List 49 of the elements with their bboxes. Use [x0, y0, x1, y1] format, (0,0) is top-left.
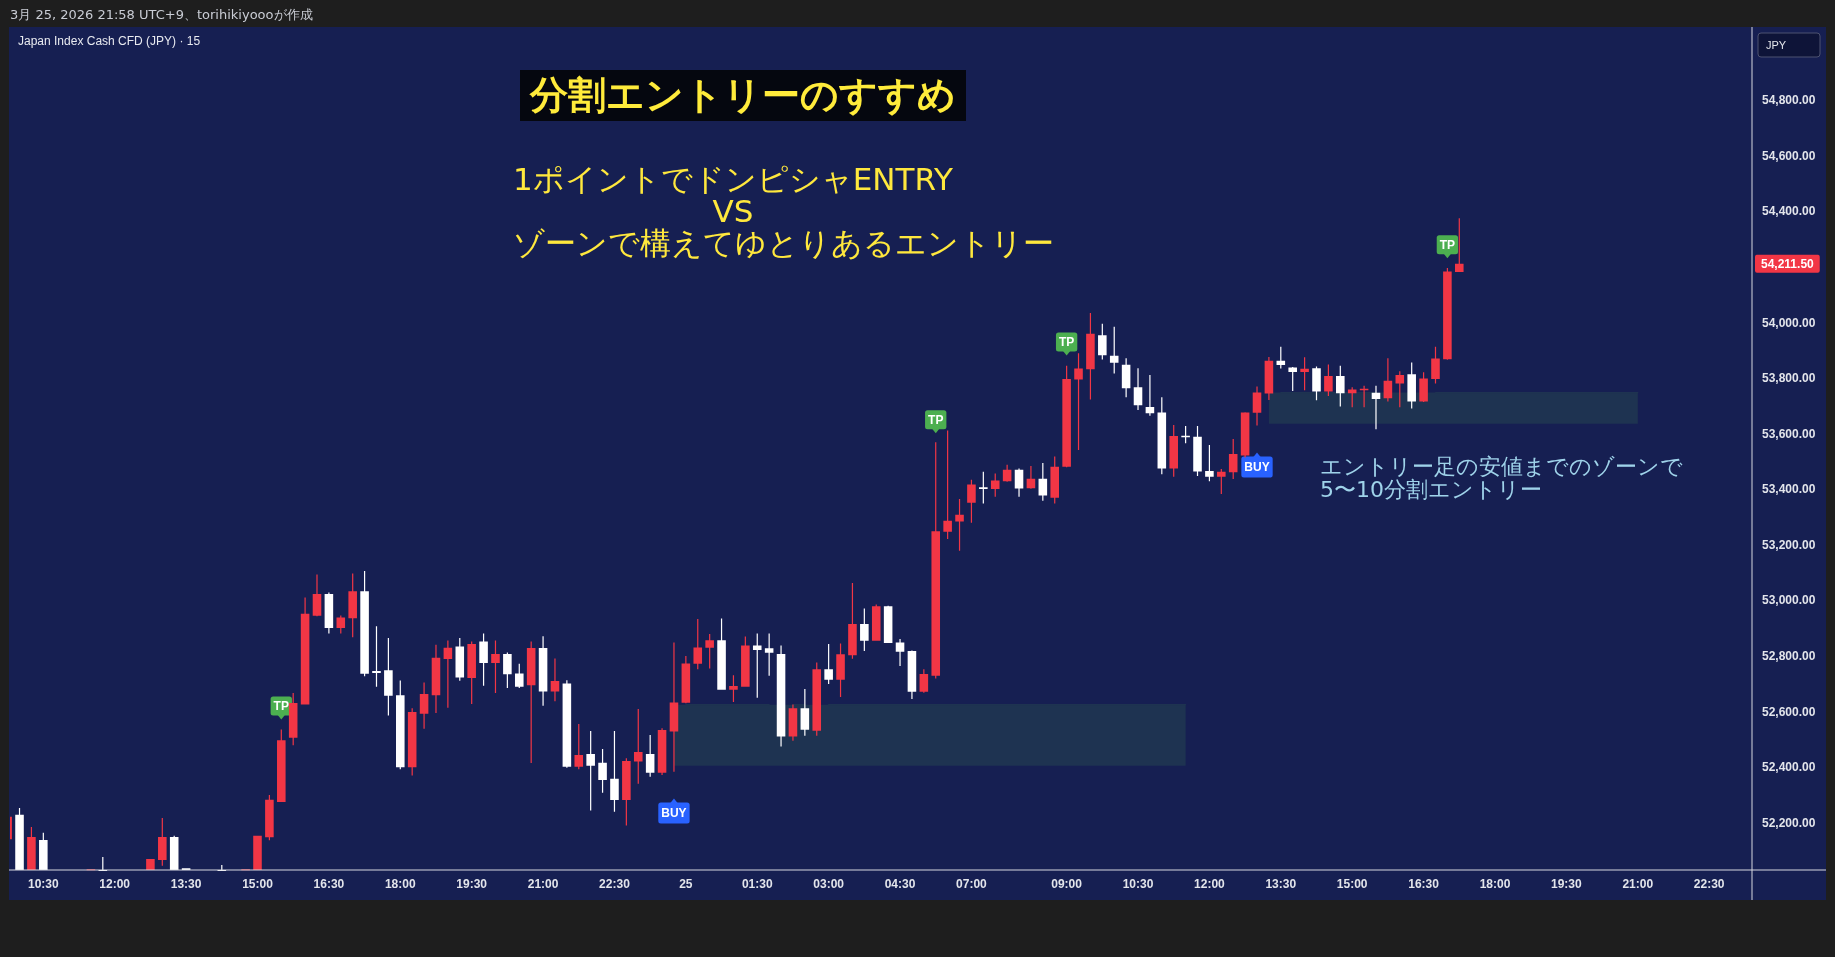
y-tick-label: 52,800.00 [1762, 649, 1816, 664]
y-axis-title: JPY [1766, 39, 1787, 51]
x-tick-label: 13:30 [170, 877, 202, 891]
x-tick-label: 10:30 [27, 877, 59, 891]
signal: BUY [1241, 452, 1273, 478]
y-tick-label: 53,400.00 [1762, 482, 1816, 497]
x-tick-label: 22:30 [599, 877, 631, 891]
x-tick-label: 04:30 [884, 877, 916, 891]
signal: TP [1055, 332, 1078, 356]
x-tick-label: 07:00 [956, 877, 988, 891]
x-tick-label: 09:00 [1051, 877, 1083, 891]
x-tick-label: 22:30 [1693, 877, 1725, 891]
x-tick-label: 18:00 [1479, 877, 1511, 891]
y-tick-label: 54,800.00 [1762, 93, 1816, 108]
y-tick-label: 52,600.00 [1762, 704, 1816, 719]
x-tick-label: 25 [679, 877, 693, 891]
x-tick-label: 16:30 [1408, 877, 1440, 891]
y-tick-label: 53,800.00 [1762, 371, 1816, 386]
annotation: エントリー足の安値までのゾーンで 5〜10分割エントリー [1320, 454, 1683, 502]
x-tick-label: 18:00 [384, 877, 416, 891]
ylabel: JPY [1757, 32, 1821, 58]
x-tick-label: 12:00 [99, 877, 131, 891]
y-tick-label: 54,600.00 [1762, 148, 1816, 163]
x-tick-label: 12:00 [1194, 877, 1226, 891]
text: 3月 25, 2026 21:58 UTC+9、torihikiyoooが作成 [10, 7, 313, 22]
signal: BUY [658, 798, 690, 824]
x-tick-label: 21:00 [527, 877, 559, 891]
text: 1ポイントでドンピシャENTRY VS ゾーンで構えてゆとりあるエントリー [513, 161, 1054, 261]
x-tick-label: 16:30 [313, 877, 345, 891]
y-tick-label: 54,000.00 [1762, 315, 1816, 330]
signal: TP [1436, 235, 1459, 259]
y-tick-label: 54,400.00 [1762, 204, 1816, 219]
x-tick-label: 21:00 [1622, 877, 1654, 891]
y-tick-label: 53,200.00 [1762, 537, 1816, 552]
signal: TP [925, 410, 947, 434]
x-tick-label: 10:30 [1122, 877, 1154, 891]
x-tick-label: 01:30 [741, 877, 773, 891]
y-tick-label: 53,000.00 [1762, 593, 1816, 608]
x-tick-label: 15:00 [1336, 877, 1368, 891]
x-tick-label: 15:00 [242, 877, 274, 891]
x-tick-label: 19:30 [456, 877, 488, 891]
x-tick-label: 19:30 [1551, 877, 1583, 891]
annotation: Japan Index Cash CFD (JPY) · 15 [18, 34, 201, 48]
y-tick-label: 53,600.00 [1762, 426, 1816, 441]
x-tick-label: 03:00 [813, 877, 845, 891]
x-tick-label: 13:30 [1265, 877, 1297, 891]
y-tick-label: 52,400.00 [1762, 760, 1816, 775]
y-tick-label: 52,200.00 [1762, 815, 1816, 830]
title: 分割エントリーのすすめ [520, 70, 966, 121]
